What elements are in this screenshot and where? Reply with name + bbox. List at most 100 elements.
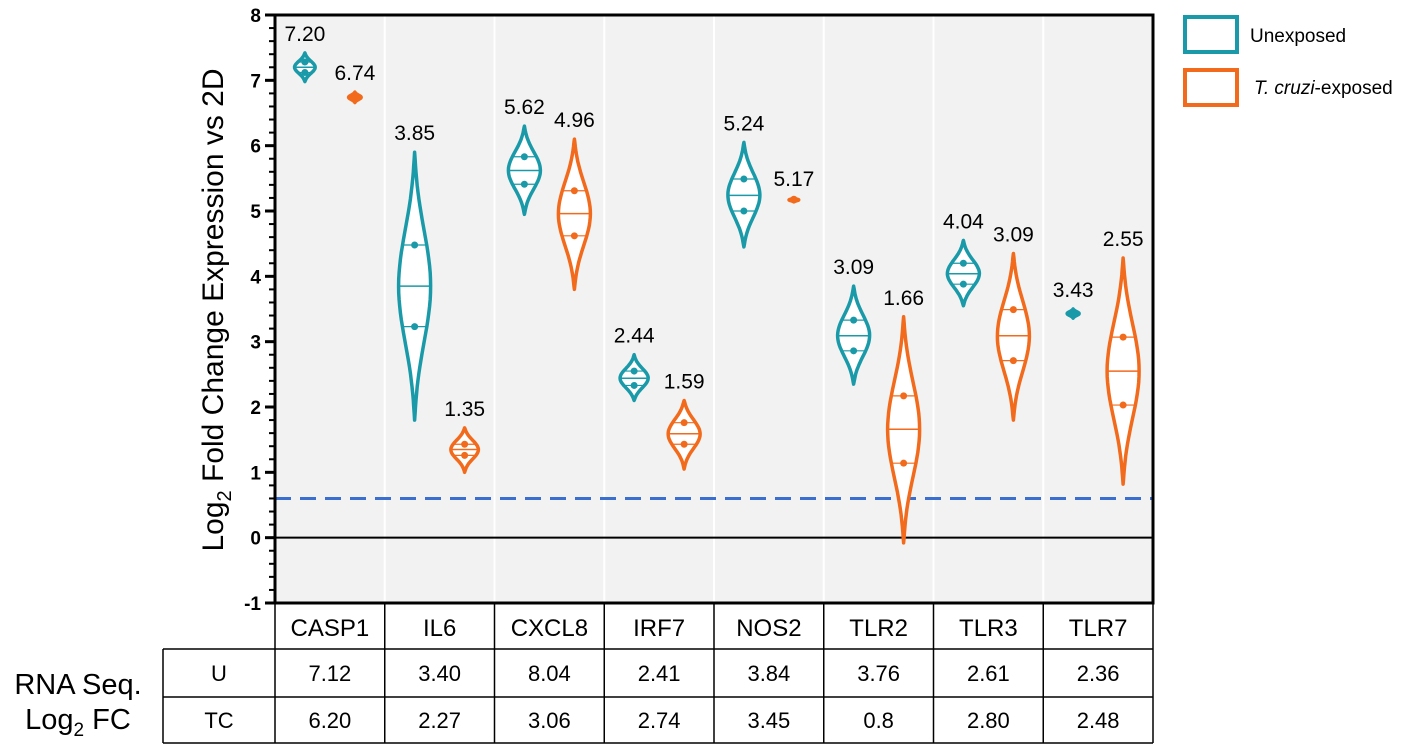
y-axis-title-sub: 2 bbox=[214, 490, 236, 501]
data-point bbox=[900, 459, 908, 467]
table-row-header-tc: TC bbox=[204, 708, 233, 733]
data-point bbox=[680, 419, 688, 427]
table-cell: 2.36 bbox=[1077, 661, 1120, 686]
table-cell: 7.12 bbox=[308, 661, 351, 686]
data-point bbox=[959, 259, 967, 267]
table-cell: 3.06 bbox=[528, 708, 571, 733]
y-tick-label-5: 4 bbox=[250, 267, 261, 288]
category-label-tlr2: TLR2 bbox=[849, 615, 908, 642]
data-point bbox=[520, 153, 528, 161]
data-point bbox=[1069, 311, 1077, 319]
data-point bbox=[461, 440, 469, 448]
mean-label-il6-exposed: 1.35 bbox=[444, 398, 485, 421]
y-tick-label-8: 7 bbox=[250, 71, 261, 92]
table-cell: 2.41 bbox=[638, 661, 681, 686]
data-point bbox=[351, 95, 359, 103]
legend-label-exposed: T. cruzi-exposed bbox=[1254, 78, 1393, 99]
category-label-irf7: IRF7 bbox=[633, 615, 685, 642]
table-cell: 3.84 bbox=[747, 661, 790, 686]
data-point bbox=[570, 187, 578, 195]
data-point bbox=[740, 207, 748, 215]
y-tick-label-0: -1 bbox=[244, 594, 261, 615]
mean-label-tlr2-exposed: 1.66 bbox=[883, 287, 924, 310]
y-tick-label-3: 2 bbox=[250, 398, 261, 419]
y-axis-title-main: Log bbox=[197, 501, 230, 551]
mean-label-tlr3-exposed: 3.09 bbox=[993, 223, 1034, 246]
mean-label-tlr2-unexposed: 3.09 bbox=[833, 256, 874, 279]
legend-swatch-exposed bbox=[1183, 68, 1239, 107]
y-axis-title: Log2 Fold Change Expression vs 2D bbox=[197, 68, 236, 551]
mean-label-nos2-exposed: 5.17 bbox=[773, 168, 814, 191]
data-point bbox=[630, 367, 638, 375]
data-point bbox=[1009, 357, 1017, 365]
data-point bbox=[461, 451, 469, 459]
table-cell: 2.27 bbox=[418, 708, 461, 733]
data-table: CASP1 IL6 CXCL8 IRF7 NOS2 TLR2 TLR3 TLR7 U 7.12 3.… bbox=[162, 603, 1154, 744]
legend-label-unexposed: Unexposed bbox=[1250, 26, 1346, 47]
data-point bbox=[740, 175, 748, 183]
y-tick-label-6: 5 bbox=[250, 202, 261, 223]
legend-label-exposed-rest: -exposed bbox=[1315, 78, 1393, 99]
category-label-casp1: CASP1 bbox=[291, 615, 370, 642]
mean-label-casp1-unexposed: 7.20 bbox=[284, 23, 325, 46]
table-cell: 6.20 bbox=[308, 708, 351, 733]
table-cell: 8.04 bbox=[528, 661, 571, 686]
data-point bbox=[570, 232, 578, 240]
mean-label-cxcl8-exposed: 4.96 bbox=[554, 109, 595, 132]
data-point bbox=[520, 180, 528, 188]
data-point bbox=[411, 241, 419, 249]
data-point bbox=[850, 316, 858, 324]
violins bbox=[292, 51, 1141, 545]
mean-label-tlr7-exposed: 2.55 bbox=[1103, 228, 1144, 251]
category-label-tlr7: TLR7 bbox=[1069, 615, 1128, 642]
table-cell: 3.40 bbox=[418, 661, 461, 686]
y-tick-label-2: 1 bbox=[250, 463, 261, 484]
legend: Unexposed T. cruzi-exposed bbox=[1183, 15, 1393, 107]
category-label-nos2: NOS2 bbox=[736, 615, 801, 642]
violin-tlr3-exposed bbox=[995, 251, 1032, 422]
y-tick-label-7: 6 bbox=[250, 137, 261, 158]
mean-label-cxcl8-unexposed: 5.62 bbox=[504, 96, 545, 119]
table-side-label-rest: FC bbox=[84, 704, 131, 736]
data-point bbox=[411, 323, 419, 331]
violin-irf7-exposed bbox=[666, 398, 702, 471]
mean-label-nos2-unexposed: 5.24 bbox=[723, 112, 764, 135]
data-point bbox=[1009, 306, 1017, 314]
data-point bbox=[1119, 333, 1127, 341]
table-cell: 0.8 bbox=[863, 708, 894, 733]
data-point bbox=[790, 196, 798, 204]
table-cell: 3.76 bbox=[857, 661, 900, 686]
mean-label-casp1-exposed: 6.74 bbox=[334, 62, 375, 85]
table-side-label-line1: RNA Seq. bbox=[14, 669, 141, 701]
data-point bbox=[850, 347, 858, 355]
grid-lines bbox=[383, 15, 1045, 603]
mean-label-irf7-unexposed: 2.44 bbox=[614, 325, 655, 348]
y-tick-label-4: 3 bbox=[250, 333, 261, 354]
table-cell: 2.74 bbox=[638, 708, 681, 733]
category-label-tlr3: TLR3 bbox=[959, 615, 1018, 642]
data-point bbox=[900, 392, 908, 400]
mean-label-irf7-exposed: 1.59 bbox=[664, 370, 705, 393]
table-cell: 2.80 bbox=[967, 708, 1010, 733]
y-tick-label-1: 0 bbox=[250, 529, 261, 550]
y-axis-title-rest: Fold Change Expression vs 2D bbox=[197, 68, 230, 490]
value-labels: 7.20 6.74 3.85 1.35 5.62 4.96 2.44 1.59 5.24 5.17… bbox=[284, 23, 1143, 421]
data-point bbox=[680, 440, 688, 448]
legend-label-exposed-italic: T. cruzi bbox=[1254, 78, 1315, 99]
data-point bbox=[959, 280, 967, 288]
table-side-label-main: Log bbox=[25, 704, 73, 736]
data-point bbox=[301, 68, 309, 76]
table-side-label-line2: Log2 FC bbox=[25, 704, 131, 741]
legend-swatch-unexposed bbox=[1183, 15, 1239, 54]
mean-label-tlr3-unexposed: 4.04 bbox=[943, 210, 984, 233]
mean-label-il6-unexposed: 3.85 bbox=[394, 122, 435, 145]
table-row-header-u: U bbox=[211, 661, 227, 686]
table-cell: 2.61 bbox=[967, 661, 1010, 686]
category-label-il6: IL6 bbox=[423, 615, 456, 642]
y-tick-label-9: 8 bbox=[250, 6, 261, 27]
table-side-label-sub: 2 bbox=[74, 720, 85, 741]
category-label-cxcl8: CXCL8 bbox=[511, 615, 588, 642]
y-axis: -1 0 1 2 3 4 5 6 7 8 bbox=[244, 6, 275, 615]
data-point bbox=[1119, 401, 1127, 409]
